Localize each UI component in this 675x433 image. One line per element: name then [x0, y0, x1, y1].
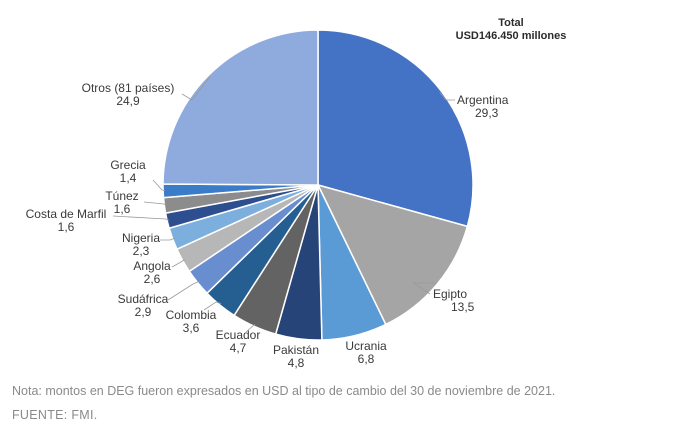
slice-label-ucrania: Ucrania	[345, 339, 387, 353]
slice-label-tunez: Túnez	[105, 189, 138, 203]
leader-line-costa-de-marfil	[112, 215, 170, 221]
pie-slices	[162, 29, 474, 341]
leader-line-colombia	[203, 301, 222, 311]
leader-line-sudafrica	[167, 281, 200, 301]
total-amount: USD146.450 millones	[456, 30, 567, 42]
leader-line-egipto	[412, 282, 436, 295]
leader-line-otros-81-paises	[181, 76, 211, 101]
slice-label-pakistan: Pakistán	[273, 343, 319, 357]
slice-value-grecia: 1,4	[120, 171, 137, 185]
footnote: Nota: montos en DEG fueron expresados en…	[12, 384, 556, 398]
slice-label-egipto: Egipto	[433, 287, 467, 301]
leader-lines	[112, 76, 455, 333]
slice-label-sudafrica: Sudáfrica	[118, 292, 169, 306]
slice-value-pakistan: 4,8	[288, 356, 305, 370]
slice-value-tunez: 1,6	[114, 202, 131, 216]
slice-value-nigeria: 2,3	[133, 244, 150, 258]
slice-label-otros-81-paises: Otros (81 países)	[82, 81, 175, 95]
leader-line-nigeria	[160, 237, 175, 241]
slice-value-ucrania: 6,8	[358, 352, 375, 366]
slice-egipto	[316, 183, 469, 326]
slice-label-angola: Angola	[133, 259, 171, 273]
slice-label-colombia: Colombia	[166, 308, 217, 322]
slice-label-costa-de-marfil: Costa de Marfil	[26, 207, 107, 221]
leader-line-tunez	[143, 201, 167, 206]
slice-label-ecuador: Ecuador	[216, 328, 261, 342]
slice-label-nigeria: Nigeria	[122, 231, 160, 245]
total-title: Total	[498, 17, 523, 29]
source-note: FUENTE: FMI.	[12, 408, 98, 422]
slice-value-ecuador: 4,7	[230, 341, 247, 355]
leader-line-grecia	[152, 179, 166, 192]
leader-line-angola	[171, 259, 185, 268]
slice-otros-81-paises	[162, 29, 319, 186]
slice-label-grecia: Grecia	[110, 158, 146, 172]
slice-value-egipto: 13,5	[451, 300, 475, 314]
slice-value-otros-81-paises: 24,9	[116, 94, 140, 108]
slice-value-colombia: 3,6	[183, 321, 200, 335]
leader-line-argentina	[439, 92, 455, 101]
slice-value-sudafrica: 2,9	[135, 305, 152, 319]
slice-value-costa-de-marfil: 1,6	[58, 220, 75, 234]
slice-value-argentina: 29,3	[475, 106, 499, 120]
slice-label-argentina: Argentina	[457, 93, 509, 107]
slice-value-angola: 2,6	[144, 272, 161, 286]
leader-line-ecuador	[245, 324, 256, 333]
slice-argentina	[317, 29, 474, 228]
